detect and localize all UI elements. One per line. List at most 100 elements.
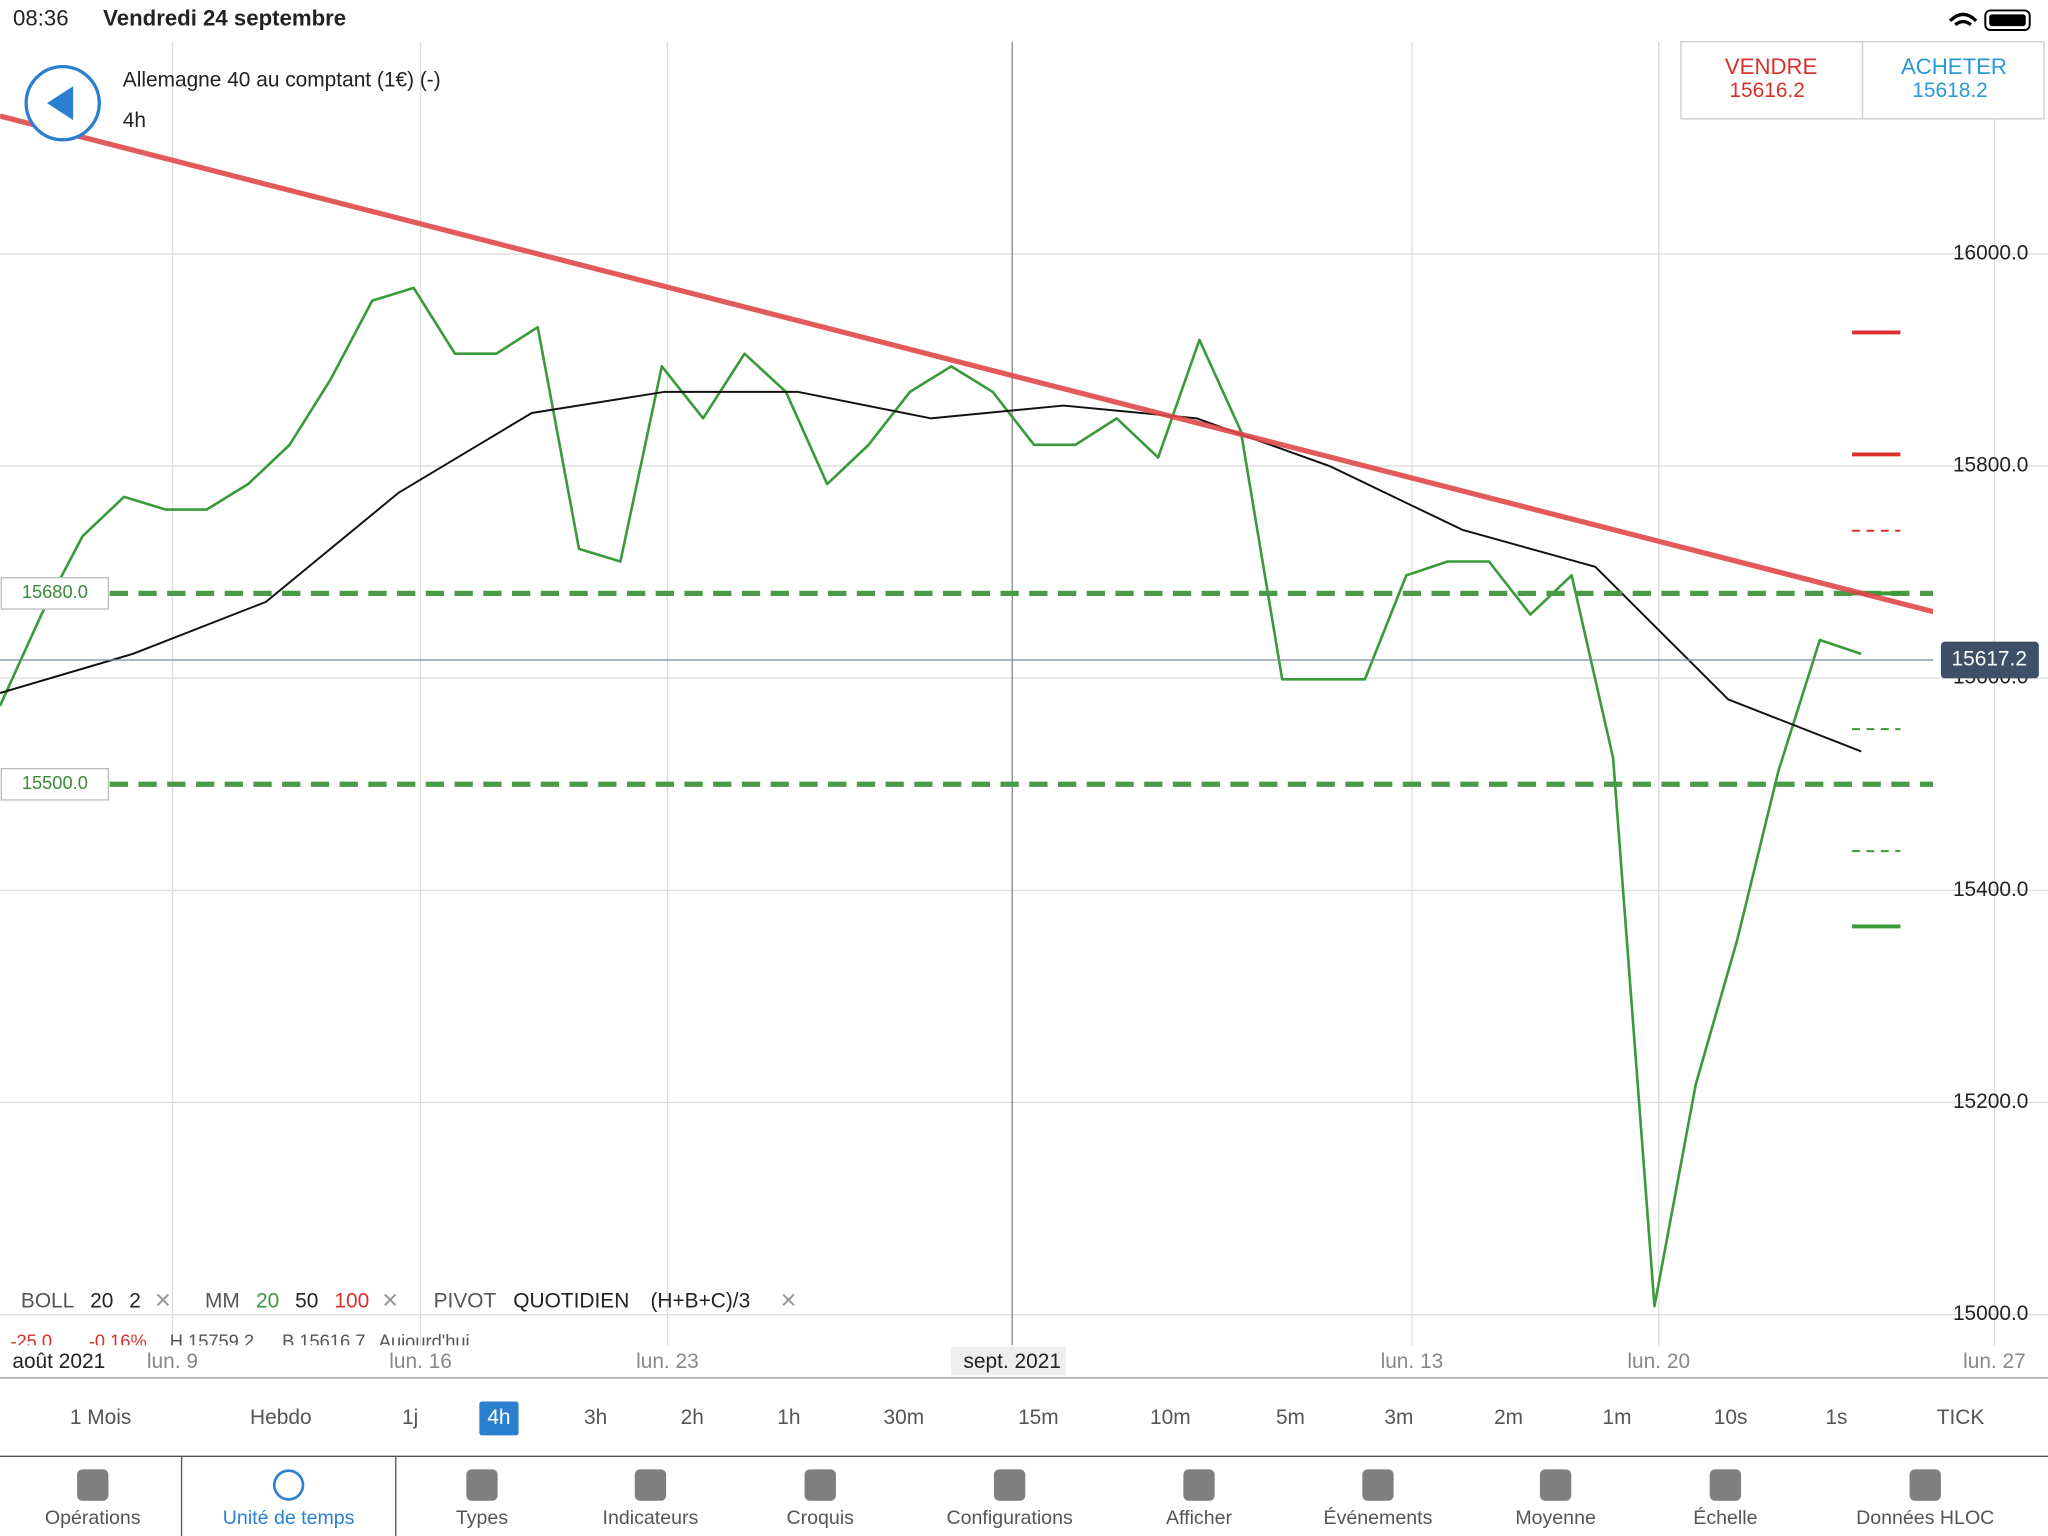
- stat: H 15759.2: [170, 1331, 254, 1352]
- tab-label[interactable]: Opérations: [45, 1507, 141, 1529]
- x-label-highlight: [950, 1346, 1066, 1376]
- last-price-tag: [1940, 641, 2039, 679]
- stat: Aujourd'hui: [379, 1331, 470, 1352]
- y-tick-label: 15200.0: [1953, 1090, 2028, 1113]
- timeframe-bar: 1 Mois Hebdo 1j 4h 3h 2h 1h 30m 15m 10m 5m 3m 2m 1m 10…: [70, 1401, 1985, 1436]
- timeframe-option[interactable]: 1s: [1825, 1406, 1847, 1429]
- timeframe-option[interactable]: 3m: [1384, 1406, 1413, 1429]
- remove-boll[interactable]: ✕: [154, 1290, 172, 1313]
- tab-icon: [634, 1469, 667, 1501]
- overlay: 08:36 Vendredi 24 septembre Allemagne 40…: [0, 5, 2048, 1536]
- pivot-formula: (H+B+C)/3: [650, 1290, 750, 1313]
- timeframe-option[interactable]: 3h: [584, 1406, 607, 1429]
- x-tick-label: lun. 23: [636, 1350, 699, 1373]
- remove-pivot[interactable]: ✕: [780, 1290, 798, 1313]
- sell-label: VENDRE: [1725, 54, 1817, 79]
- stat: B 15616.7: [282, 1331, 365, 1352]
- x-tick-label: sept. 2021: [963, 1350, 1061, 1373]
- tab-icon: [77, 1469, 109, 1501]
- boll-period: 20: [90, 1290, 113, 1313]
- timeframe-option[interactable]: 30m: [884, 1406, 925, 1429]
- remove-mm[interactable]: ✕: [381, 1290, 399, 1313]
- level-label: 15680.0: [22, 581, 88, 602]
- timeframe-selected: [479, 1401, 519, 1436]
- pivot-label: PIVOT: [434, 1290, 497, 1313]
- timeframe-option[interactable]: 10s: [1714, 1406, 1748, 1429]
- tab-label[interactable]: Unité de temps: [223, 1507, 355, 1529]
- x-tick-label: lun. 20: [1627, 1350, 1690, 1373]
- last-price-label: 15617.2: [1951, 647, 2026, 670]
- y-tick-label: 15800.0: [1953, 454, 2028, 477]
- buy-button[interactable]: ACHETER 15618.2: [1861, 41, 2045, 120]
- tab-label[interactable]: Croquis: [787, 1507, 855, 1529]
- trend-line: [0, 113, 1934, 615]
- stat: -0.16%: [89, 1331, 147, 1352]
- timeframe-option[interactable]: 2m: [1494, 1406, 1523, 1429]
- moving-average-line: [0, 390, 1862, 753]
- x-tick-label: lun. 9: [147, 1350, 198, 1373]
- y-tick-label: 15000.0: [1953, 1302, 2028, 1325]
- instrument-name: Allemagne 40 au comptant (1€) (-): [123, 68, 441, 91]
- mm-period: 20: [256, 1290, 279, 1313]
- level-label: 15500.0: [22, 772, 88, 793]
- sell-price: 15616.2: [1729, 79, 1804, 102]
- buy-label: ACHETER: [1901, 54, 2007, 79]
- tab-label[interactable]: Moyenne: [1515, 1507, 1596, 1529]
- mm-label: MM: [205, 1290, 240, 1313]
- back-button[interactable]: [24, 64, 101, 142]
- sell-button[interactable]: VENDRE 15616.2: [1680, 41, 1864, 120]
- tab-label[interactable]: Événements: [1324, 1506, 1433, 1529]
- plot: [0, 113, 1934, 1308]
- pivot-mode: QUOTIDIEN: [513, 1290, 629, 1313]
- tab-icon: [1539, 1469, 1572, 1501]
- x-tick-label: lun. 13: [1381, 1350, 1444, 1373]
- boll-deviation: 2: [129, 1290, 141, 1313]
- level-tag: [0, 767, 110, 801]
- timeframe-option[interactable]: 5m: [1276, 1406, 1305, 1429]
- timeframe-option[interactable]: 1j: [402, 1406, 418, 1429]
- tab-icon: [1362, 1469, 1394, 1501]
- tab-icon: [1709, 1469, 1742, 1501]
- timeframe-option[interactable]: 1h: [777, 1406, 800, 1429]
- grid: [0, 41, 2048, 1346]
- tab-label[interactable]: Configurations: [947, 1507, 1073, 1529]
- timeframe-option[interactable]: 1 Mois: [70, 1406, 131, 1429]
- timeframe-option[interactable]: 4h: [487, 1406, 510, 1429]
- instrument-timeframe: 4h: [123, 109, 146, 132]
- mm-period: 100: [334, 1290, 369, 1313]
- timeframe-option[interactable]: TICK: [1937, 1406, 1985, 1429]
- mm-period: 50: [295, 1290, 318, 1313]
- stats-row: -25.0 -0.16% H 15759.2 B 15616.7 Aujourd'hui: [10, 1331, 470, 1352]
- tab-icon: [993, 1469, 1026, 1501]
- tab-label[interactable]: Données HLOC: [1856, 1507, 1994, 1529]
- timeframe-option[interactable]: 2h: [681, 1406, 704, 1429]
- tab-bar: Opérations Unité de temps Types Indicateurs…: [45, 1456, 1994, 1536]
- timeframe-option[interactable]: Hebdo: [250, 1406, 312, 1429]
- status-icons: [1948, 9, 2031, 32]
- indicator-legend: BOLL 20 2 ✕ MM 20 50 100 ✕ PIVOT QUOTIDI…: [21, 1290, 797, 1313]
- tab-icon: [272, 1469, 305, 1501]
- timeframe-option[interactable]: 1m: [1602, 1406, 1631, 1429]
- y-tick-label: 15400.0: [1953, 878, 2028, 901]
- tab-icon: [1909, 1469, 1941, 1501]
- tab-selected-border: [180, 1456, 397, 1536]
- y-tick-label: 16000.0: [1953, 241, 2028, 264]
- tab-icon: [804, 1469, 836, 1501]
- timeframe-option[interactable]: 10m: [1150, 1406, 1191, 1429]
- boll-label: BOLL: [21, 1290, 74, 1313]
- x-tick-label: lun. 16: [389, 1350, 452, 1373]
- x-tick-label: lun. 27: [1963, 1350, 2026, 1373]
- tab-label[interactable]: Échelle: [1693, 1506, 1757, 1529]
- tab-label[interactable]: Afficher: [1166, 1507, 1232, 1529]
- timeframe-option[interactable]: 15m: [1018, 1406, 1059, 1429]
- status-date: Vendredi 24 septembre: [103, 5, 346, 30]
- tab-label[interactable]: Types: [456, 1507, 508, 1529]
- tab-icon: [466, 1469, 498, 1501]
- x-tick-label: août 2021: [12, 1350, 105, 1373]
- buy-price: 15618.2: [1912, 79, 1987, 102]
- tab-label[interactable]: Indicateurs: [603, 1507, 699, 1529]
- level-tag: [0, 577, 110, 610]
